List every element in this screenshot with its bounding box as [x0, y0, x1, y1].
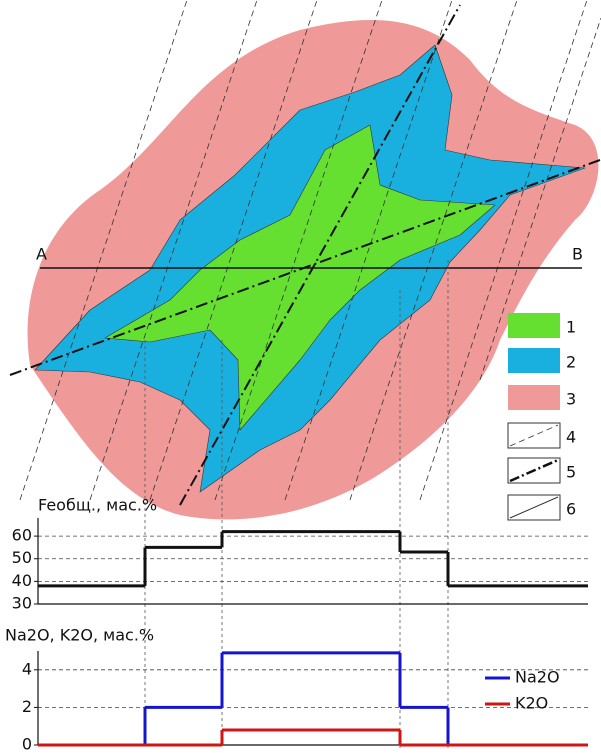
profile-label: A — [36, 245, 47, 264]
legend-swatch — [508, 385, 560, 410]
y-tick-label: 2 — [22, 697, 32, 716]
y-tick-label: 50 — [12, 548, 32, 567]
legend-label: Na2O — [515, 668, 560, 687]
y-tick-label: 0 — [22, 735, 32, 753]
y-tick-label: 40 — [12, 571, 32, 590]
legend-label: 3 — [566, 390, 576, 409]
legend-swatch — [508, 423, 560, 448]
legend-label: 5 — [566, 463, 576, 482]
y-tick-label: 60 — [12, 526, 32, 545]
figure: A B 1 2 3 4 5 6 Feобщ., мас.% Na2O, K2O,… — [0, 0, 601, 753]
legend-swatch — [508, 313, 560, 338]
chart-title: Feобщ., мас.% — [38, 496, 157, 515]
legend-label: 6 — [566, 500, 576, 519]
legend-swatch — [508, 348, 560, 373]
legend: 1 2 3 4 5 6 — [508, 313, 576, 520]
y-tick-label: 30 — [12, 594, 32, 613]
profile-label: B — [572, 245, 583, 264]
legend-label: 1 — [566, 318, 576, 337]
y-tick-label: 4 — [22, 659, 32, 678]
legend-label: 4 — [566, 428, 576, 447]
legend-label: 2 — [566, 353, 576, 372]
legend-label: K2O — [515, 694, 548, 713]
chart-title: Na2O, K2O, мас.% — [5, 626, 154, 645]
